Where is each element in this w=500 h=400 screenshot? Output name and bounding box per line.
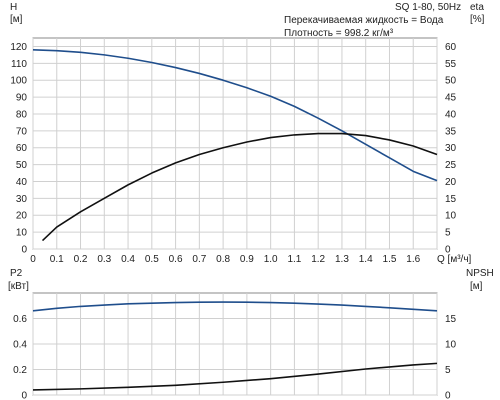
bottom-right-axis-label: NPSH — [466, 268, 494, 279]
x-tick-label: 0.4 — [121, 254, 135, 265]
right-tick-label: 5 — [445, 228, 451, 239]
x-tick-label: 0.5 — [145, 254, 159, 265]
annotation-liquid: Перекачиваемая жидкость = Вода — [284, 15, 444, 26]
series-line-0-0 — [32, 49, 438, 182]
chart-title: SQ 1-80, 50Hz — [395, 2, 462, 13]
x-tick-label: 0.8 — [216, 254, 230, 265]
left-tick-label: 50 — [16, 160, 28, 171]
left-tick-label: 20 — [16, 211, 28, 222]
annotation-box: Перекачиваемая жидкость = Вода Плотность… — [284, 14, 443, 40]
x-tick-label: 1.3 — [335, 254, 349, 265]
right-tick-label: 40 — [445, 109, 457, 120]
left-tick-label: 90 — [16, 93, 28, 104]
bottom-left-axis-label: P2 — [10, 268, 23, 279]
x-tick-label: 0 — [30, 254, 36, 265]
left-tick-label: 100 — [10, 76, 27, 87]
right-tick-label: 60 — [445, 42, 457, 53]
top-right-axis-unit: [%] — [470, 14, 485, 25]
x-tick-label: 1.4 — [359, 254, 373, 265]
right-tick-label: 5 — [445, 365, 451, 376]
right-tick-label: 55 — [445, 59, 457, 70]
x-tick-label: 1.1 — [287, 254, 301, 265]
series-line-1-1 — [32, 362, 438, 391]
x-tick-label: 1.2 — [311, 254, 325, 265]
bottom-right-axis-unit: [м] — [470, 281, 483, 292]
left-tick-label: 80 — [16, 109, 28, 120]
right-tick-label: 35 — [445, 126, 457, 137]
left-tick-label: 30 — [16, 194, 28, 205]
x-tick-label: 0.7 — [192, 254, 206, 265]
top-left-axis-unit: [м] — [10, 14, 23, 25]
left-tick-label: 110 — [11, 59, 27, 70]
series-line-0-1 — [41, 132, 438, 242]
x-tick-label: 0.2 — [74, 254, 88, 265]
left-tick-label: 40 — [16, 177, 28, 188]
top-left-axis-label: H — [10, 2, 18, 13]
x-tick-label: 1.6 — [406, 254, 420, 265]
left-tick-label: 0.4 — [13, 340, 27, 351]
left-tick-label: 120 — [10, 42, 27, 53]
right-tick-label: 10 — [445, 340, 457, 351]
left-tick-label: 0 — [21, 391, 27, 400]
x-tick-label: 0.1 — [50, 254, 64, 265]
series-line-1-0 — [32, 301, 438, 312]
x-tick-label: 1.0 — [264, 254, 278, 265]
right-tick-label: 25 — [445, 160, 457, 171]
left-tick-label: 60 — [16, 143, 28, 154]
bottom-left-axis-unit: [кВт] — [8, 281, 29, 292]
right-tick-label: 50 — [445, 76, 457, 87]
left-tick-label: 0.6 — [13, 314, 27, 325]
right-tick-label: 0 — [445, 245, 451, 256]
left-tick-label: 0.2 — [13, 365, 27, 376]
right-tick-label: 15 — [445, 194, 457, 205]
x-axis-label: Q [м³/ч] — [437, 254, 472, 265]
right-tick-label: 20 — [445, 177, 457, 188]
left-tick-label: 10 — [16, 228, 28, 239]
right-tick-label: 0 — [445, 391, 451, 400]
left-tick-label: 0 — [21, 245, 27, 256]
x-tick-label: 0.9 — [240, 254, 254, 265]
x-tick-label: 0.6 — [169, 254, 183, 265]
x-tick-label: 0.3 — [97, 254, 111, 265]
right-tick-label: 15 — [445, 314, 457, 325]
plot-frame-0 — [32, 37, 438, 250]
x-tick-label: 1.5 — [383, 254, 397, 265]
top-right-axis-label: eta — [470, 2, 484, 13]
right-tick-label: 45 — [445, 93, 457, 104]
annotation-density: Плотность = 998.2 кг/м³ — [284, 28, 394, 39]
right-tick-label: 10 — [445, 211, 457, 222]
right-tick-label: 30 — [445, 143, 457, 154]
left-tick-label: 70 — [16, 126, 28, 137]
